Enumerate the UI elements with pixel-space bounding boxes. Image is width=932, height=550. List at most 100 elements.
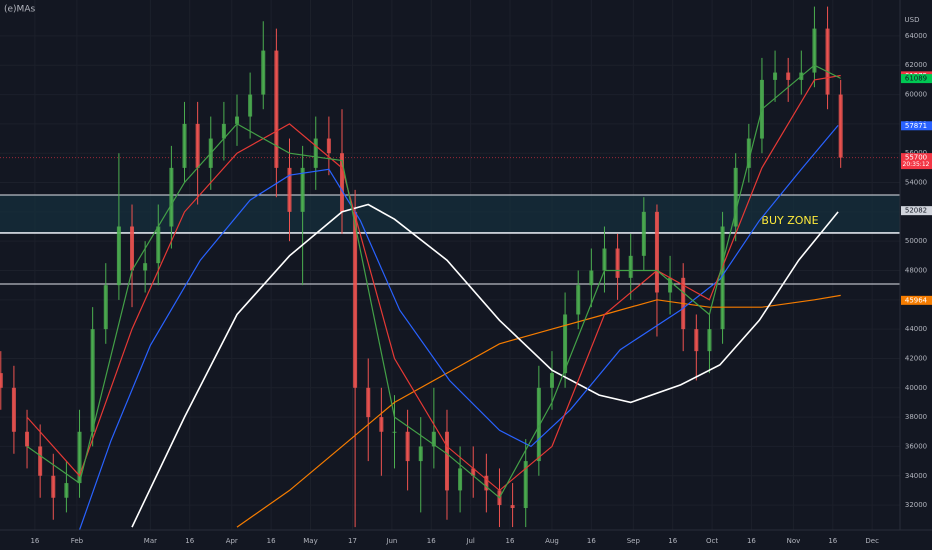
ma-line: [78, 125, 839, 531]
axes: 3200034000360003800040000420004400046000…: [30, 32, 932, 545]
price-tag: [901, 206, 932, 216]
x-tick-label: Dec: [865, 537, 879, 545]
zone-layer: BUY ZONE: [0, 157, 900, 285]
candle-body: [90, 329, 95, 432]
candle-body: [720, 226, 725, 330]
price-tag: [901, 74, 932, 84]
x-tick-label: Aug: [545, 537, 559, 545]
x-tick-label: 16: [506, 537, 515, 545]
x-tick-label: 16: [587, 537, 596, 545]
price-tag-label: 61089: [905, 75, 927, 83]
candle-body: [11, 387, 16, 432]
buy-zone: [0, 194, 900, 233]
y-tick-label: 62000: [905, 61, 927, 69]
x-tick-label: Nov: [787, 537, 801, 545]
candle-body: [733, 167, 738, 227]
candle-body: [563, 314, 568, 374]
x-tick-label: 16: [747, 537, 756, 545]
candle-body: [51, 475, 56, 498]
candles: [0, 6, 843, 528]
candle-body: [103, 285, 108, 330]
x-tick-label: May: [303, 537, 317, 545]
x-tick-label: Oct: [706, 537, 718, 545]
currency-label: USD: [905, 16, 920, 24]
candle-body: [536, 387, 541, 462]
candle-body: [431, 431, 436, 447]
candle-body: [707, 329, 712, 352]
candle-body: [366, 387, 371, 418]
ma-line: [26, 64, 841, 499]
candle-body: [116, 226, 121, 286]
y-tick-label: 32000: [905, 501, 927, 509]
candle-body: [576, 285, 581, 315]
price-tag-label: 57871: [905, 122, 927, 130]
candle-body: [602, 248, 607, 271]
candle-body: [641, 211, 646, 256]
moving-averages: [26, 64, 841, 531]
candle-body: [418, 446, 423, 462]
candle-body: [510, 505, 515, 509]
candle-body: [195, 123, 200, 168]
candle-body: [287, 167, 292, 212]
candle-body: [261, 50, 266, 95]
candle-body: [471, 468, 476, 476]
price-tag: [901, 153, 932, 170]
candle-body: [484, 475, 489, 491]
candle-body: [444, 431, 449, 491]
candle-body: [274, 50, 279, 168]
ma-line: [131, 203, 839, 528]
y-tick-label: 60000: [905, 91, 927, 99]
x-tick-label: 17: [348, 537, 357, 545]
candle-body: [130, 226, 135, 271]
candle-body: [235, 116, 240, 124]
candle-body: [339, 153, 344, 212]
x-tick-label: Jul: [465, 537, 475, 545]
candle-body: [64, 483, 69, 498]
candle-body: [182, 123, 187, 168]
x-tick-label: 16: [427, 537, 436, 545]
price-tag: [901, 295, 932, 305]
x-tick-label: 16: [267, 537, 276, 545]
candle-body: [0, 373, 3, 388]
y-tick-label: 48000: [905, 266, 927, 274]
indicator-title: (e)MAs: [4, 5, 35, 15]
candle-body: [221, 123, 226, 139]
candle-body: [248, 94, 253, 117]
candle-body: [392, 431, 397, 433]
candle-body: [405, 431, 410, 462]
candle-body: [812, 28, 817, 73]
y-tick-label: 38000: [905, 413, 927, 421]
candle-body: [169, 167, 174, 227]
candle-body: [326, 138, 331, 154]
candle-body: [458, 468, 463, 491]
candle-body: [300, 167, 305, 212]
y-tick-label: 34000: [905, 472, 927, 480]
y-tick-label: 54000: [905, 179, 927, 187]
candle-body: [25, 431, 30, 447]
candle-body: [313, 138, 318, 168]
ma-line: [26, 74, 841, 492]
x-tick-label: Apr: [226, 537, 238, 545]
candle-body: [825, 28, 830, 95]
candle-body: [549, 373, 554, 388]
candle-body: [786, 72, 791, 80]
x-tick-label: 16: [668, 537, 677, 545]
candle-body: [523, 461, 528, 509]
candle-body: [746, 138, 751, 168]
x-tick-label: 16: [30, 537, 39, 545]
countdown: 20:35:12: [903, 161, 930, 168]
candle-body: [77, 431, 82, 484]
zone-label: BUY ZONE: [761, 214, 818, 227]
candle-body: [628, 255, 633, 278]
candle-body: [615, 248, 620, 278]
candle-body: [38, 446, 43, 476]
y-tick-label: 36000: [905, 442, 927, 450]
y-tick-label: 44000: [905, 325, 927, 333]
y-tick-label: 42000: [905, 354, 927, 362]
x-tick-label: Sep: [627, 537, 641, 545]
price-tag-label: 52082: [905, 207, 927, 215]
candle-body: [353, 211, 358, 388]
x-tick-label: 16: [185, 537, 194, 545]
price-tag: [901, 121, 932, 131]
